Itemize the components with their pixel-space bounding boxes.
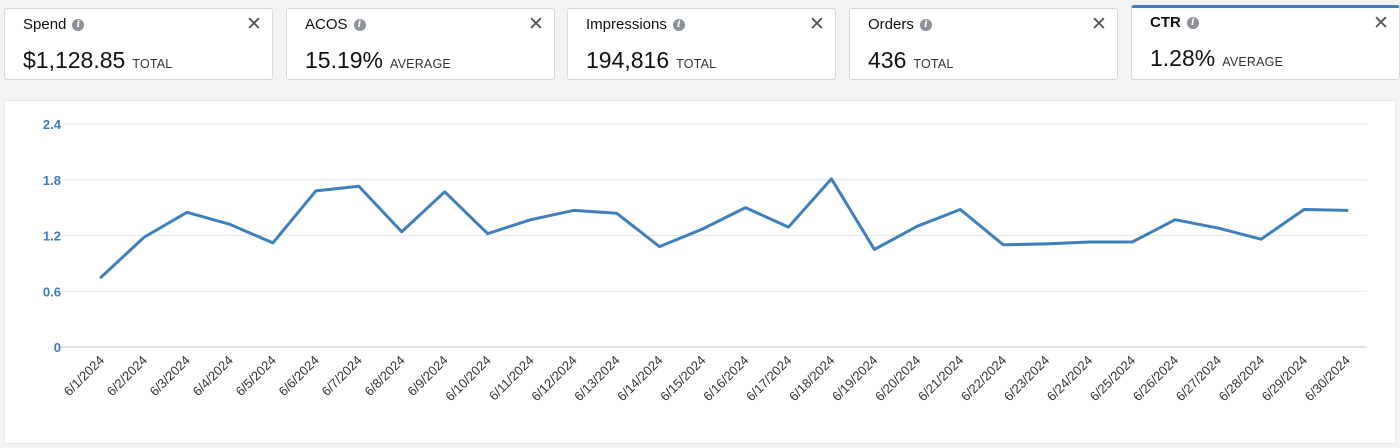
chart-panel: 2.4 1.8 1.2 0.6 0 6/1/2024 6/2/2024 6/3/2024 6/4… [4,100,1396,444]
x-tick-label: 6/2/2024 [104,353,150,399]
x-tick-label: 6/25/2024 [1087,353,1139,405]
info-icon[interactable]: i [353,18,366,31]
metric-title: CTR i [1150,14,1199,31]
x-tick-label: 6/30/2024 [1302,353,1354,405]
close-icon[interactable]: ✕ [246,14,262,35]
x-tick-label: 6/17/2024 [743,353,795,405]
x-tick-label: 6/18/2024 [786,353,838,405]
metric-value-row: 15.19% AVERAGE [305,47,451,74]
x-tick-label: 6/20/2024 [872,353,924,405]
x-tick-label: 6/1/2024 [61,353,107,399]
info-icon[interactable]: i [672,18,685,31]
metric-aggregation: TOTAL [132,57,173,71]
metric-card-acos[interactable]: ACOS i ✕ 15.19% AVERAGE [286,8,555,80]
metric-value: 436 [868,47,907,73]
metric-value-row: $1,128.85 TOTAL [23,47,172,74]
close-icon[interactable]: ✕ [528,14,544,35]
line-chart[interactable]: 2.4 1.8 1.2 0.6 06/1/20246/2/20246/3/20246/4… [5,101,1397,445]
x-tick-label: 6/5/2024 [233,353,279,399]
metric-aggregation: AVERAGE [1222,55,1284,69]
metric-aggregation: AVERAGE [390,57,451,71]
x-tick-label: 6/12/2024 [528,353,580,405]
y-tick-label: 0 [54,340,61,355]
metric-value: 194,816 [586,47,670,73]
x-tick-label: 6/22/2024 [958,353,1010,405]
y-tick-label: 1.8 [43,173,61,188]
info-icon[interactable]: i [1186,16,1199,29]
metric-cards: Spend i ✕ $1,128.85 TOTAL ACOS i ✕ 15.19% … [0,0,1400,92]
metric-aggregation: TOTAL [676,57,717,71]
metric-value: $1,128.85 [23,47,126,73]
x-tick-label: 6/13/2024 [571,353,623,405]
metric-value: 15.19% [305,47,384,73]
metric-card-ctr[interactable]: CTR i ✕ 1.28% AVERAGE [1131,5,1400,80]
close-icon[interactable]: ✕ [809,14,825,35]
info-icon[interactable]: i [72,18,85,31]
y-tick-label: 2.4 [43,117,62,132]
metric-title: Impressions i [586,16,685,33]
x-tick-label: 6/26/2024 [1130,353,1182,405]
metric-card-impressions[interactable]: Impressions i ✕ 194,816 TOTAL [567,8,836,80]
metric-title: Orders i [868,16,932,33]
metric-card-spend[interactable]: Spend i ✕ $1,128.85 TOTAL [4,8,273,80]
x-tick-label: 6/28/2024 [1216,353,1268,405]
x-tick-label: 6/21/2024 [915,353,967,405]
x-tick-label: 6/16/2024 [700,353,752,405]
x-tick-label: 6/8/2024 [361,353,407,399]
x-tick-label: 6/24/2024 [1044,353,1096,405]
x-tick-label: 6/3/2024 [147,353,193,399]
metric-value-row: 436 TOTAL [868,47,954,74]
x-tick-label: 6/4/2024 [190,353,236,399]
x-tick-label: 6/6/2024 [276,353,322,399]
metric-card-orders[interactable]: Orders i ✕ 436 TOTAL [849,8,1118,80]
info-icon[interactable]: i [919,18,932,31]
metric-value-row: 194,816 TOTAL [586,47,716,74]
x-tick-label: 6/29/2024 [1259,353,1311,405]
metric-value-row: 1.28% AVERAGE [1150,45,1283,72]
metric-value: 1.28% [1150,45,1216,71]
x-tick-label: 6/14/2024 [614,353,666,405]
close-icon[interactable]: ✕ [1373,13,1389,34]
close-icon[interactable]: ✕ [1091,14,1107,35]
y-tick-label: 1.2 [43,229,61,244]
x-tick-label: 6/10/2024 [442,353,494,405]
x-tick-label: 6/23/2024 [1001,353,1053,405]
y-tick-label: 0.6 [43,284,61,299]
metric-title: Spend i [23,16,85,33]
metric-title: ACOS i [305,16,366,33]
x-tick-label: 6/7/2024 [319,353,365,399]
x-tick-label: 6/15/2024 [657,353,709,405]
series-line[interactable] [99,177,1349,279]
x-tick-label: 6/27/2024 [1173,353,1225,405]
x-tick-label: 6/19/2024 [829,353,881,405]
metric-aggregation: TOTAL [913,57,954,71]
